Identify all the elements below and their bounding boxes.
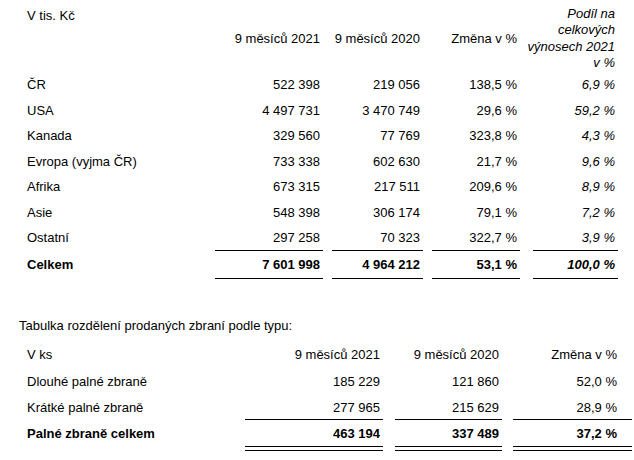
table1-header-9m2021: 9 měsíců 2021 — [215, 5, 323, 72]
value-9m2021: 185 229 — [245, 368, 383, 394]
table1-header-row: V tis. Kč 9 měsíců 2021 9 měsíců 2020 Zm… — [20, 5, 618, 72]
total-share-pct: 100,0 % — [520, 251, 618, 280]
value-change-pct: 21,7 % — [423, 149, 520, 175]
value-9m2020: 219 056 — [323, 72, 423, 98]
value-9m2021: 522 398 — [215, 72, 323, 98]
value-share-pct: 59,2 % — [520, 98, 618, 124]
table-row: Afrika 673 315 217 511 209,6 % 8,9 % — [20, 174, 618, 200]
value-change-pct: 209,6 % — [423, 174, 520, 200]
total-9m2021: 463 194 — [245, 420, 383, 448]
value-share-pct: 3,9 % — [520, 225, 618, 251]
region-label: Evropa (vyjma ČR) — [20, 149, 215, 175]
table2-header-9m2020: 9 měsíců 2020 — [383, 341, 502, 368]
weapons-table-caption: Tabulka rozdělení prodaných zbraní podle… — [19, 318, 292, 333]
total-change-pct: 53,1 % — [423, 251, 520, 280]
table-row: Ostatní 297 258 70 323 322,7 % 3,9 % — [20, 225, 618, 251]
table-row: Evropa (vyjma ČR) 733 338 602 630 21,7 %… — [20, 149, 618, 175]
region-label: ČR — [20, 72, 215, 98]
table1-header-change: Změna v % — [423, 5, 520, 72]
value-share-pct: 9,6 % — [520, 149, 618, 175]
value-share-pct: 7,2 % — [520, 200, 618, 226]
table2-total-row: Palné zbraně celkem 463 194 337 489 37,2… — [20, 420, 632, 448]
value-9m2021: 297 258 — [215, 225, 323, 251]
revenue-by-region-table: V tis. Kč 9 měsíců 2021 9 měsíců 2020 Zm… — [20, 5, 618, 279]
total-change-pct: 37,2 % — [502, 420, 632, 448]
value-9m2020: 215 629 — [383, 394, 502, 420]
weapon-type-label: Krátké palné zbraně — [20, 394, 245, 420]
value-change-pct: 323,8 % — [423, 123, 520, 149]
table1-total-row: Celkem 7 601 998 4 964 212 53,1 % 100,0 … — [20, 251, 618, 280]
value-9m2021: 548 398 — [215, 200, 323, 226]
weapon-type-label: Dlouhé palné zbraně — [20, 368, 245, 394]
table2-header-change: Změna v % — [502, 341, 632, 368]
table2-header-row: V ks 9 měsíců 2021 9 měsíců 2020 Změna v… — [20, 341, 632, 368]
table-row: ČR 522 398 219 056 138,5 % 6,9 % — [20, 72, 618, 98]
value-change-pct: 28,9 % — [502, 394, 632, 420]
value-9m2021: 733 338 — [215, 149, 323, 175]
value-9m2020: 217 511 — [323, 174, 423, 200]
table1-header-share: Podíl na celkových výnosech 2021 v % — [520, 5, 618, 72]
total-9m2020: 4 964 212 — [323, 251, 423, 280]
table1-header-9m2020: 9 měsíců 2020 — [323, 5, 423, 72]
total-label: Palné zbraně celkem — [20, 420, 245, 448]
region-label: Ostatní — [20, 225, 215, 251]
total-9m2021: 7 601 998 — [215, 251, 323, 280]
value-9m2021: 329 560 — [215, 123, 323, 149]
total-label: Celkem — [20, 251, 215, 280]
value-9m2020: 3 470 749 — [323, 98, 423, 124]
value-change-pct: 138,5 % — [423, 72, 520, 98]
region-label: Asie — [20, 200, 215, 226]
value-9m2020: 77 769 — [323, 123, 423, 149]
table2-unit-label: V ks — [20, 341, 245, 368]
value-9m2020: 121 860 — [383, 368, 502, 394]
table-row: Krátké palné zbraně 277 965 215 629 28,9… — [20, 394, 632, 420]
value-9m2020: 70 323 — [323, 225, 423, 251]
value-change-pct: 79,1 % — [423, 200, 520, 226]
value-share-pct: 4,3 % — [520, 123, 618, 149]
table-row: Dlouhé palné zbraně 185 229 121 860 52,0… — [20, 368, 632, 394]
value-9m2021: 277 965 — [245, 394, 383, 420]
value-share-pct: 6,9 % — [520, 72, 618, 98]
region-label: Afrika — [20, 174, 215, 200]
value-9m2020: 602 630 — [323, 149, 423, 175]
value-9m2020: 306 174 — [323, 200, 423, 226]
weapons-by-type-table: V ks 9 měsíců 2021 9 měsíců 2020 Změna v… — [20, 341, 632, 448]
document-page: V tis. Kč 9 měsíců 2021 9 měsíců 2020 Zm… — [0, 0, 634, 460]
region-label: Kanada — [20, 123, 215, 149]
value-9m2021: 673 315 — [215, 174, 323, 200]
table-row: Kanada 329 560 77 769 323,8 % 4,3 % — [20, 123, 618, 149]
value-change-pct: 29,6 % — [423, 98, 520, 124]
table-row: Asie 548 398 306 174 79,1 % 7,2 % — [20, 200, 618, 226]
table-row: USA 4 497 731 3 470 749 29,6 % 59,2 % — [20, 98, 618, 124]
region-label: USA — [20, 98, 215, 124]
value-9m2021: 4 497 731 — [215, 98, 323, 124]
value-share-pct: 8,9 % — [520, 174, 618, 200]
table1-unit-label: V tis. Kč — [20, 5, 215, 72]
value-change-pct: 322,7 % — [423, 225, 520, 251]
total-9m2020: 337 489 — [383, 420, 502, 448]
table2-header-9m2021: 9 měsíců 2021 — [245, 341, 383, 368]
value-change-pct: 52,0 % — [502, 368, 632, 394]
